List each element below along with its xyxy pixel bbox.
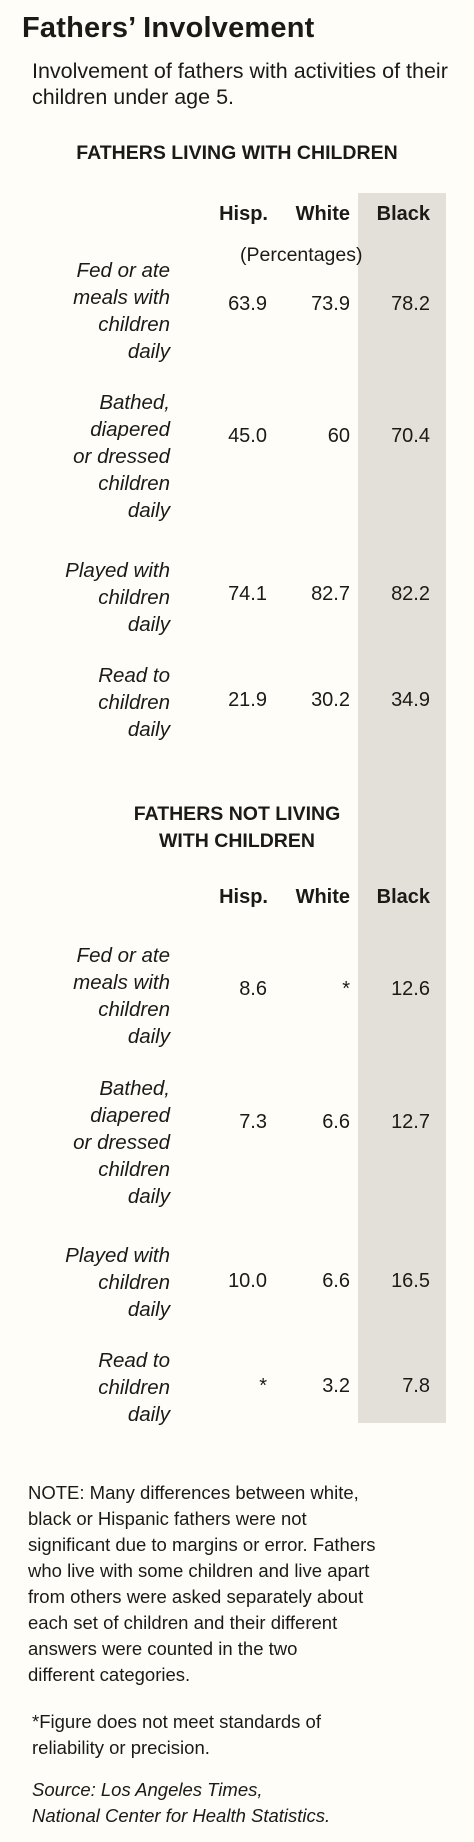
cell-value: 7.3 (239, 1111, 267, 1133)
cell-value: 30.2 (311, 689, 350, 711)
col-header-white: White (295, 886, 350, 908)
cell-value: 70.4 (391, 425, 430, 447)
cell-value: 82.2 (391, 583, 430, 605)
col-header-black: Black (376, 203, 430, 225)
row-label-fed: Fed or ate meals with children daily (73, 944, 170, 1048)
cell-value: 21.9 (228, 689, 267, 711)
cell-value: 8.6 (239, 978, 267, 1000)
row-label-fed: Fed or ate meals with children daily (73, 259, 170, 363)
cell-value: 74.1 (228, 583, 267, 605)
row-label-read: Read to children daily (98, 1349, 170, 1426)
cell-value: 6.6 (322, 1111, 350, 1133)
cell-value: 3.2 (322, 1375, 350, 1397)
cell-value: * (259, 1375, 267, 1397)
note-text: NOTE: Many differences between white, bl… (28, 1482, 376, 1685)
cell-value: 45.0 (228, 425, 267, 447)
row-label-bathed: Bathed, diapered or dressed children dai… (73, 1077, 170, 1208)
cell-value: 7.8 (402, 1375, 430, 1397)
row-label-played: Played with children daily (65, 559, 170, 636)
footnote-text: *Figure does not meet standards of relia… (32, 1711, 321, 1758)
cell-value: 34.9 (391, 689, 430, 711)
source-text: Source: Los Angeles Times, National Cent… (32, 1779, 331, 1826)
row-label-read: Read to children daily (98, 664, 170, 741)
unit-label: (Percentages) (240, 244, 363, 266)
section-heading-living: FATHERS LIVING WITH CHILDREN (76, 142, 398, 164)
col-header-hisp: Hisp. (219, 886, 268, 908)
row-label-played: Played with children daily (65, 1244, 170, 1321)
cell-value: 16.5 (391, 1270, 430, 1292)
cell-value: 78.2 (391, 293, 430, 315)
chart-subtitle: Involvement of fathers with activities o… (32, 59, 448, 109)
cell-value: 73.9 (311, 293, 350, 315)
cell-value: 60 (327, 425, 350, 447)
col-header-hisp: Hisp. (219, 203, 268, 225)
cell-value: * (342, 978, 350, 1000)
cell-value: 10.0 (228, 1270, 267, 1292)
col-header-white: White (295, 203, 350, 225)
cell-value: 6.6 (322, 1270, 350, 1292)
cell-value: 63.9 (228, 293, 267, 315)
black-column-highlight (358, 193, 446, 1423)
cell-value: 12.6 (391, 978, 430, 1000)
row-label-bathed: Bathed, diapered or dressed children dai… (73, 391, 170, 522)
col-header-black: Black (376, 886, 430, 908)
cell-value: 82.7 (311, 583, 350, 605)
section-heading-not-living: FATHERS NOT LIVING WITH CHILDREN (133, 803, 341, 852)
cell-value: 12.7 (391, 1111, 430, 1133)
chart-title: Fathers’ Involvement (22, 12, 315, 44)
